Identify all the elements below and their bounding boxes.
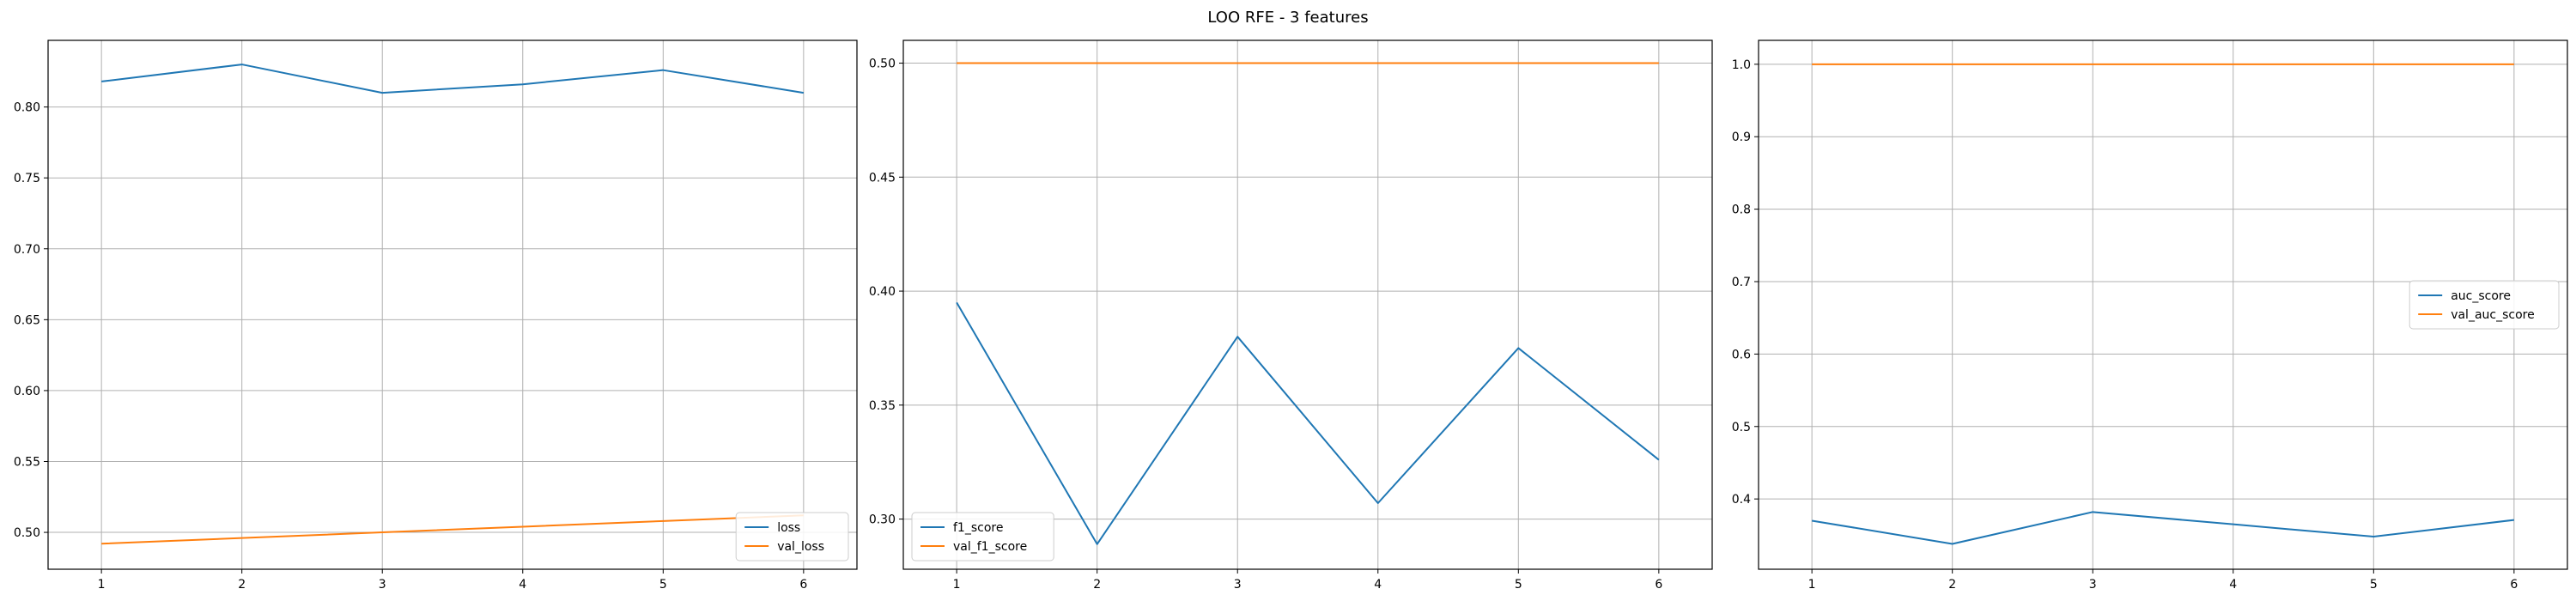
y-tick-label: 0.75: [14, 172, 40, 185]
legend-box: [2409, 280, 2560, 330]
y-tick-label: 0.6: [1732, 348, 1751, 361]
x-tick-label: 4: [2229, 578, 2237, 592]
x-tick-label: 6: [799, 578, 807, 592]
legend-label-val-auc-score: val_auc_score: [2451, 308, 2535, 322]
legend-box: [911, 512, 1054, 562]
legend-label-f1-score: f1_score: [953, 521, 1003, 535]
y-tick-label: 0.9: [1732, 131, 1751, 144]
series-line-f1-score: [956, 301, 1660, 545]
axes-frame: [902, 39, 1713, 570]
legend: loss val_loss: [735, 512, 849, 562]
y-tick-label: 0.45: [869, 171, 896, 185]
legend: f1_score val_f1_score: [911, 512, 1054, 562]
y-tick-label: 0.5: [1732, 421, 1751, 434]
x-tick-label: 4: [1374, 578, 1382, 592]
x-tick-label: 1: [98, 578, 106, 592]
x-tick-label: 3: [2089, 578, 2097, 592]
series-line-auc-score: [1811, 511, 2514, 545]
axes-frame: [47, 39, 858, 570]
y-tick-label: 0.50: [869, 58, 896, 71]
x-tick-label: 6: [1655, 578, 1662, 592]
subplot-2: 1 2 3 4 5 6 0.30 0.35 0.40 0.45 0.50 f1_score val_f1…: [869, 39, 1713, 592]
x-tick-label: 6: [2510, 578, 2518, 592]
x-tick-label: 2: [1093, 578, 1101, 592]
legend-label-auc-score: auc_score: [2451, 289, 2511, 303]
legend-label-val-f1-score: val_f1_score: [953, 540, 1027, 554]
y-tick-label: 1.0: [1732, 58, 1751, 72]
axes-frame: [1758, 39, 2568, 570]
legend-label-loss: loss: [777, 521, 800, 535]
x-tick-label: 4: [519, 578, 526, 592]
y-tick-label: 0.40: [869, 285, 896, 299]
series-line-val-loss: [101, 514, 804, 545]
x-tick-label: 2: [1948, 578, 1956, 592]
y-tick-label: 0.70: [14, 243, 40, 257]
y-tick-label: 0.4: [1732, 493, 1751, 507]
y-tick-label: 0.65: [14, 313, 40, 327]
x-tick-label: 5: [1515, 578, 1522, 592]
subplot-3: 1 2 3 4 5 6 0.4 0.5 0.6 0.7 0.8 0.9 1.0 auc_score val_…: [1732, 39, 2568, 592]
x-tick-label: 5: [2370, 578, 2378, 592]
y-tick-label: 0.30: [869, 513, 896, 527]
y-tick-label: 0.8: [1732, 203, 1751, 217]
legend-box: [735, 512, 849, 562]
x-tick-label: 2: [238, 578, 246, 592]
subplot-1: 1 2 3 4 5 6 0.50 0.55 0.60 0.65 0.70 0.75 0.80 loss va…: [14, 39, 858, 592]
y-tick-label: 0.80: [14, 101, 40, 115]
figure-title: LOO RFE - 3 features: [1207, 9, 1369, 27]
x-tick-label: 5: [659, 578, 667, 592]
y-tick-label: 0.7: [1732, 276, 1751, 289]
legend-label-val-loss: val_loss: [777, 540, 824, 554]
y-tick-label: 0.35: [869, 399, 896, 413]
y-tick-label: 0.50: [14, 526, 40, 540]
y-tick-label: 0.60: [14, 385, 40, 398]
y-tick-label: 0.55: [14, 455, 40, 469]
x-tick-label: 3: [1234, 578, 1242, 592]
legend: auc_score val_auc_score: [2409, 280, 2560, 330]
x-tick-label: 1: [1808, 578, 1816, 592]
x-tick-label: 1: [953, 578, 961, 592]
series-line-loss: [101, 64, 805, 94]
x-tick-label: 3: [379, 578, 386, 592]
